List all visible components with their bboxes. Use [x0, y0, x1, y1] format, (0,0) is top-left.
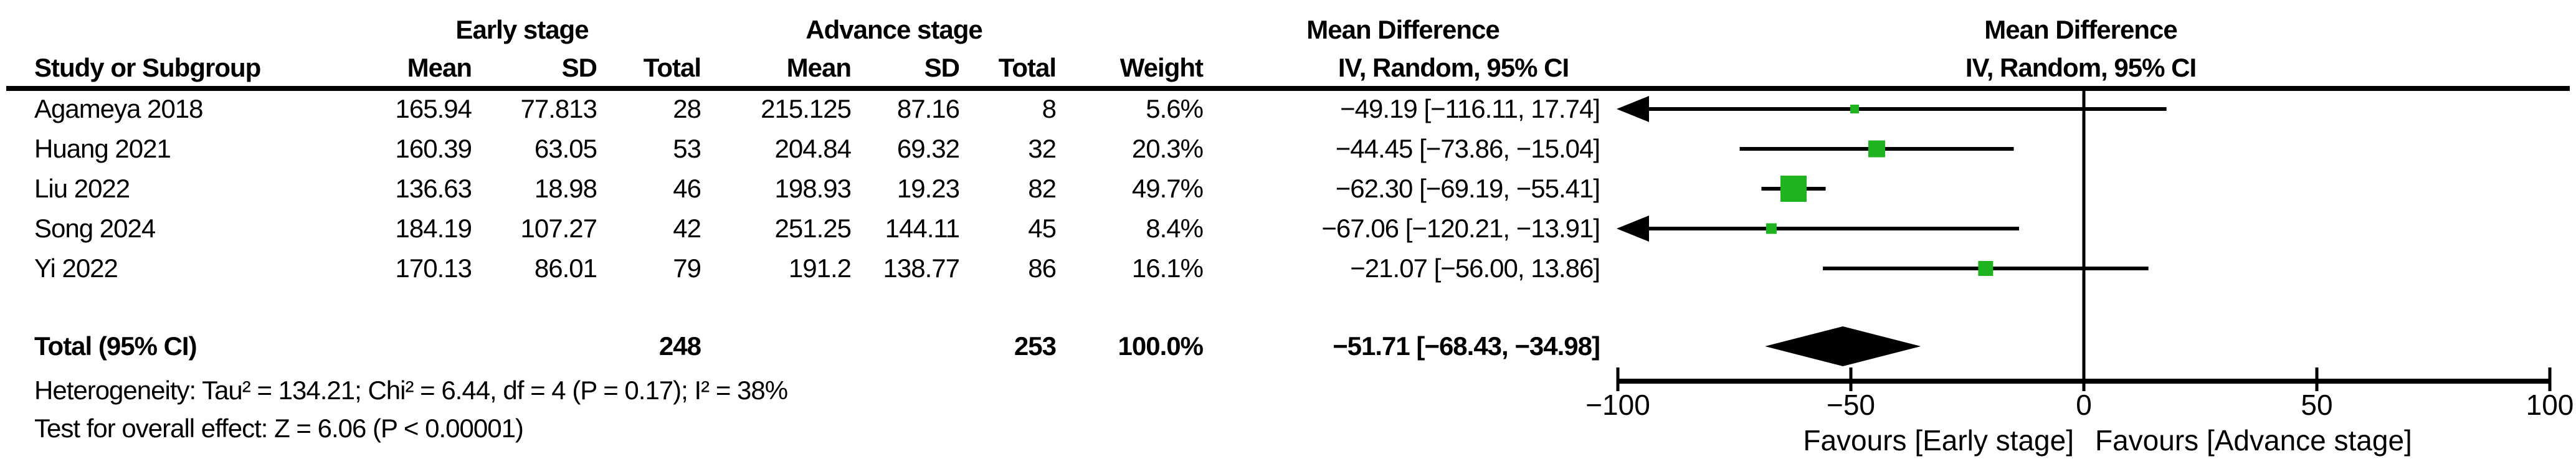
col-header-method-left: IV, Random, 95% CI: [1338, 53, 1569, 82]
early-mean: 170.13: [395, 253, 472, 283]
col-header-sd-adv: SD: [924, 53, 960, 82]
group-header-early-stage: Early stage: [455, 15, 589, 44]
favours-left-label: Favours [Early stage]: [1803, 424, 2074, 457]
early-mean: 160.39: [395, 134, 472, 163]
study-name: Liu 2022: [34, 174, 130, 203]
weight: 16.1%: [1131, 253, 1204, 283]
axis-tick-label: 0: [2076, 389, 2092, 421]
early-sd: 77.813: [520, 94, 597, 123]
advance-total: 82: [1028, 174, 1057, 203]
total-weight: 100.0%: [1118, 331, 1204, 361]
early-mean: 165.94: [395, 94, 472, 123]
axis-tick-label: −100: [1585, 389, 1650, 421]
advance-mean: 191.2: [788, 253, 852, 283]
ci-text: −67.06 [−120.21, −13.91]: [1321, 214, 1600, 243]
col-header-method-right: IV, Random, 95% CI: [1965, 53, 2197, 82]
col-header-sd-early: SD: [561, 53, 597, 82]
weight: 5.6%: [1146, 94, 1204, 123]
weight-square: [1780, 176, 1807, 202]
weight: 49.7%: [1131, 174, 1204, 203]
advance-total: 45: [1028, 214, 1057, 243]
effect-header-left: Mean Difference: [1306, 15, 1499, 44]
study-name: Yi 2022: [34, 253, 118, 283]
early-total: 79: [673, 253, 701, 283]
early-sd: 107.27: [520, 214, 597, 243]
weight-square: [1850, 105, 1860, 113]
total-label: Total (95% CI): [34, 331, 197, 361]
col-header-mean-adv: Mean: [786, 53, 852, 82]
early-sd: 18.98: [534, 174, 597, 203]
header-rule: [6, 86, 2570, 91]
left-arrow: [1617, 96, 1649, 122]
early-sd: 63.05: [534, 134, 597, 163]
total-early-n: 248: [658, 331, 701, 361]
ci-text: −62.30 [−69.19, −55.41]: [1335, 174, 1600, 203]
advance-mean: 204.84: [774, 134, 852, 163]
axis-tick-label: 50: [2301, 389, 2332, 421]
overall-effect-text: Test for overall effect: Z = 6.06 (P < 0…: [34, 414, 524, 443]
early-total: 42: [673, 214, 701, 243]
group-header-advance-stage: Advance stage: [806, 15, 982, 44]
total-diamond: [1765, 326, 1921, 366]
weight-square: [1868, 140, 1886, 158]
total-ci-text: −51.71 [−68.43, −34.98]: [1333, 331, 1600, 361]
effect-header-right: Mean Difference: [1984, 15, 2177, 44]
advance-total: 8: [1042, 94, 1057, 123]
early-sd: 86.01: [534, 253, 597, 283]
advance-sd: 69.32: [896, 134, 960, 163]
weight: 8.4%: [1146, 214, 1204, 243]
col-header-total-adv: Total: [998, 53, 1057, 82]
advance-mean: 198.93: [774, 174, 852, 203]
advance-mean: 215.125: [761, 94, 852, 123]
heterogeneity-text: Heterogeneity: Tau² = 134.21; Chi² = 6.4…: [34, 376, 788, 405]
ci-text: −44.45 [−73.86, −15.04]: [1335, 134, 1600, 163]
study-name: Huang 2021: [34, 134, 171, 163]
early-mean: 136.63: [395, 174, 472, 203]
total-advance-n: 253: [1014, 331, 1057, 361]
axis-tick-label: 100: [2526, 389, 2574, 421]
axis-tick-label: −50: [1827, 389, 1875, 421]
advance-sd: 138.77: [883, 253, 960, 283]
early-total: 53: [673, 134, 701, 163]
col-header-total-early: Total: [643, 53, 701, 82]
col-header-study: Study or Subgroup: [34, 53, 261, 82]
weight-square: [1766, 223, 1777, 234]
advance-mean: 251.25: [774, 214, 852, 243]
study-name: Song 2024: [34, 214, 156, 243]
advance-total: 32: [1028, 134, 1057, 163]
advance-sd: 19.23: [896, 174, 960, 203]
favours-right-label: Favours [Advance stage]: [2095, 424, 2412, 457]
weight-square: [1978, 261, 1994, 276]
early-total: 46: [673, 174, 701, 203]
advance-sd: 144.11: [885, 214, 960, 243]
early-total: 28: [673, 94, 701, 123]
study-name: Agameya 2018: [34, 94, 204, 123]
col-header-weight: Weight: [1119, 53, 1204, 82]
left-arrow: [1617, 216, 1649, 242]
early-mean: 184.19: [395, 214, 472, 243]
weight: 20.3%: [1131, 134, 1204, 163]
advance-sd: 87.16: [896, 94, 960, 123]
ci-text: −21.07 [−56.00, 13.86]: [1350, 253, 1600, 283]
col-header-mean-early: Mean: [407, 53, 472, 82]
ci-text: −49.19 [−116.11, 17.74]: [1340, 94, 1600, 123]
advance-total: 86: [1028, 253, 1057, 283]
